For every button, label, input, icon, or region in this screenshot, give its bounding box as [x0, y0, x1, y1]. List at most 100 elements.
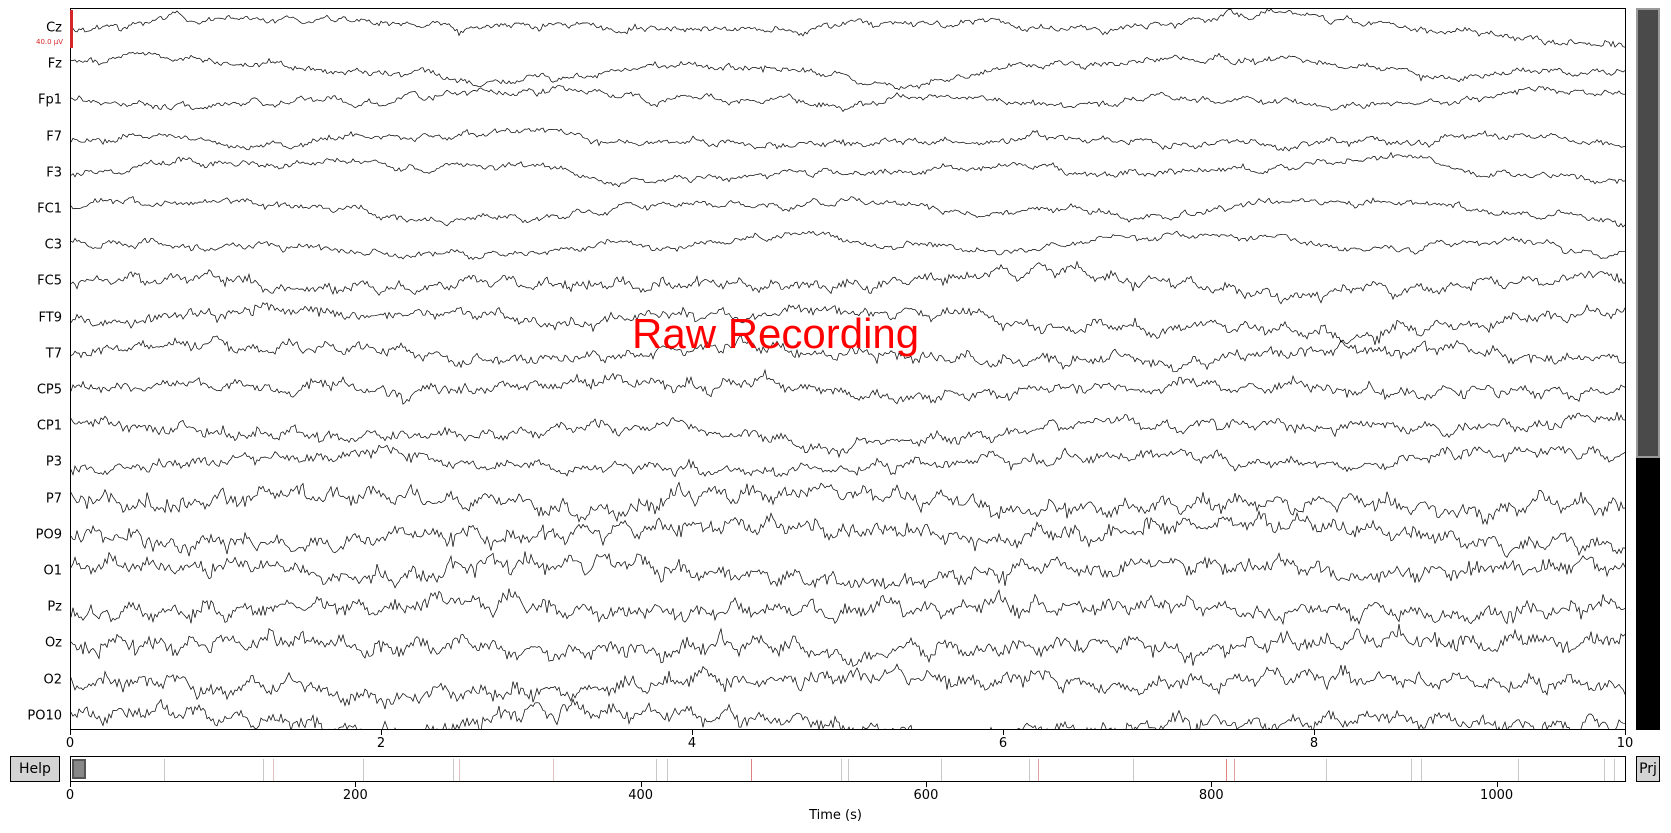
eeg-trace-oz[interactable] [71, 624, 1626, 667]
eeg-trace-f7[interactable] [71, 127, 1626, 152]
projectors-button[interactable]: Prj [1636, 756, 1660, 782]
time-tick-mark [70, 730, 71, 735]
eeg-trace-fp1[interactable] [71, 84, 1626, 113]
event-marker [655, 759, 657, 781]
channel-label[interactable]: O2 [43, 672, 62, 688]
channel-label[interactable]: P3 [45, 454, 62, 470]
time-axis-label: Time (s) [809, 808, 862, 823]
overview-tick-label: 600 [913, 788, 939, 803]
event-marker [458, 759, 460, 781]
event-marker [1613, 759, 1615, 781]
channel-label[interactable]: CP5 [36, 382, 62, 398]
event-marker [940, 759, 942, 781]
time-tick-mark [1314, 730, 1315, 735]
eeg-trace-c3[interactable] [71, 230, 1626, 261]
channel-label[interactable]: F3 [46, 165, 62, 181]
event-marker [1234, 759, 1236, 781]
channel-label[interactable]: Cz [46, 20, 62, 36]
event-marker [751, 759, 753, 781]
channel-label[interactable]: T7 [45, 346, 62, 362]
eeg-trace-o2[interactable] [71, 663, 1626, 710]
eeg-trace-o1[interactable] [71, 551, 1626, 590]
time-tick-mark [692, 730, 693, 735]
eeg-trace-fc1[interactable] [71, 195, 1626, 228]
time-tick-mark [1003, 730, 1004, 735]
eeg-trace-po9[interactable] [71, 510, 1626, 558]
eeg-trace-fc5[interactable] [71, 260, 1626, 305]
eeg-traces [71, 9, 1626, 730]
event-marker [848, 759, 849, 781]
event-marker [1518, 759, 1520, 781]
channel-label[interactable]: Fp1 [37, 92, 62, 108]
overview-tick-mark [70, 782, 71, 787]
event-marker [1421, 759, 1423, 781]
time-tick-label: 6 [998, 736, 1008, 751]
overview-tick-mark [925, 782, 927, 787]
event-marker [840, 759, 842, 781]
help-button[interactable]: Help [10, 756, 60, 782]
channel-label[interactable]: Oz [44, 635, 62, 651]
time-tick-label: 0 [65, 736, 75, 751]
channel-label[interactable]: CP1 [36, 418, 62, 434]
overlay-title: Raw Recording [632, 310, 920, 357]
time-tick-label: 8 [1309, 736, 1319, 751]
time-tick-mark [1625, 730, 1626, 735]
event-marker [1037, 759, 1039, 781]
channel-label[interactable]: O1 [43, 563, 62, 579]
channel-label[interactable]: F7 [46, 129, 62, 145]
overview-tick-mark [640, 782, 642, 787]
eeg-trace-p7[interactable] [71, 481, 1626, 526]
event-marker [1225, 759, 1227, 781]
event-marker [1411, 759, 1413, 781]
event-marker [263, 759, 265, 781]
channel-scrollbar-thumb[interactable] [1636, 8, 1660, 458]
event-marker [1029, 759, 1031, 781]
eeg-trace-cp5[interactable] [71, 368, 1626, 405]
channel-label[interactable]: FT9 [38, 310, 62, 326]
time-tick-label: 2 [376, 736, 386, 751]
event-marker [666, 759, 668, 781]
channel-label[interactable]: PO10 [27, 708, 62, 724]
channel-label[interactable]: FC5 [37, 273, 62, 289]
eeg-trace-po10[interactable] [71, 698, 1626, 730]
channel-label[interactable]: P7 [45, 491, 62, 507]
event-marker [552, 759, 554, 781]
event-marker [1133, 759, 1135, 781]
event-marker [1603, 759, 1605, 781]
overview-tick-label: 0 [65, 788, 75, 803]
channel-label[interactable]: Pz [47, 599, 62, 615]
event-marker [163, 759, 165, 781]
eeg-trace-f3[interactable] [71, 151, 1626, 188]
amplitude-scale-bar [70, 10, 73, 48]
overview-tick-mark [355, 782, 357, 787]
amplitude-scale-label: 40.0 µV [36, 38, 64, 46]
channel-label[interactable]: C3 [44, 237, 62, 253]
overview-tick-label: 400 [628, 788, 654, 803]
event-marker [1325, 759, 1327, 781]
overview-tick-label: 800 [1198, 788, 1224, 803]
eeg-trace-cp1[interactable] [71, 411, 1626, 459]
event-marker [363, 759, 365, 781]
channel-scrollbar[interactable] [1636, 8, 1660, 730]
event-marker [453, 759, 455, 781]
eeg-trace-t7[interactable] [71, 334, 1626, 373]
time-tick-mark [381, 730, 382, 735]
eeg-trace-fz[interactable] [71, 51, 1626, 91]
eeg-trace-ft9[interactable] [71, 302, 1626, 345]
time-tick-label: 10 [1616, 736, 1634, 751]
event-marker [273, 759, 275, 781]
eeg-trace-p3[interactable] [71, 444, 1626, 478]
time-overview-scrollbar[interactable] [70, 756, 1626, 782]
overview-tick-mark [1496, 782, 1498, 787]
overview-tick-label: 200 [342, 788, 368, 803]
overview-tick-label: 1000 [1480, 788, 1514, 803]
time-tick-label: 4 [687, 736, 697, 751]
overview-tick-mark [1211, 782, 1213, 787]
eeg-trace-pz[interactable] [71, 588, 1626, 626]
eeg-trace-plot[interactable] [70, 8, 1626, 730]
channel-label[interactable]: FC1 [37, 201, 62, 217]
channel-label[interactable]: Fz [47, 56, 62, 72]
eeg-trace-cz[interactable] [71, 9, 1626, 48]
time-scrollbar-thumb[interactable] [72, 759, 87, 779]
channel-label[interactable]: PO9 [35, 527, 62, 543]
